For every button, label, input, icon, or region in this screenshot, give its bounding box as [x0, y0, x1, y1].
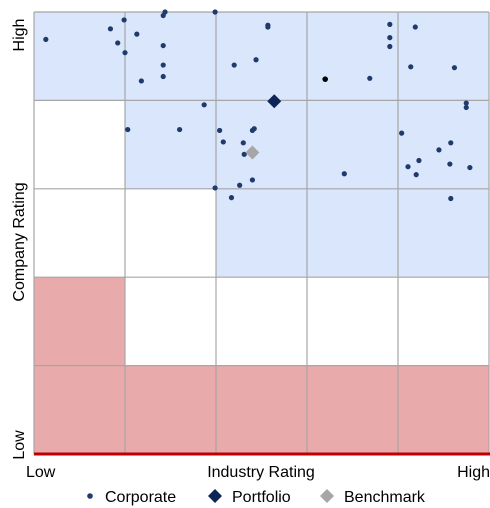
point-corporate [463, 100, 469, 106]
point-corporate [387, 35, 393, 41]
point-corporate [448, 195, 454, 202]
point-corporate [253, 57, 259, 63]
y-axis-title: Company Rating [11, 182, 28, 301]
point-portfolio [267, 94, 282, 109]
point-corporate [448, 140, 454, 146]
x-tick-high: High [457, 464, 490, 481]
point-corporate [467, 164, 473, 171]
legend-label-portfolio: Portfolio [232, 489, 291, 506]
legend-marker-portfolio [208, 489, 222, 503]
point-corporate [160, 42, 166, 49]
y-tick-high: High [11, 19, 28, 52]
point-corporate [265, 24, 271, 30]
point-corporate [212, 9, 218, 15]
point-corporate [122, 50, 128, 56]
point-corporate [220, 139, 226, 145]
point-corporate [115, 40, 121, 46]
point-corporate [367, 75, 373, 81]
point-corporate [121, 17, 127, 23]
zone-cell-favorable [216, 12, 307, 101]
rating-zones [34, 12, 489, 454]
point-corporate [416, 157, 422, 164]
zone-cell-favorable [398, 188, 489, 278]
zone-cell-favorable [125, 100, 216, 189]
point-corporate [387, 43, 393, 50]
legend-label-benchmark: Benchmark [344, 489, 426, 506]
zone-cell-favorable [307, 188, 398, 278]
point-corporate [138, 78, 144, 84]
point-corporate [436, 147, 442, 153]
zone-cell-unfavorable [307, 365, 398, 454]
point-corporate [240, 140, 246, 146]
zone-cell-favorable [307, 12, 398, 101]
point-corporate [134, 31, 140, 37]
point-corporate [251, 126, 257, 132]
point-corporate [249, 177, 255, 183]
point-corporate [160, 62, 166, 68]
zone-cell-favorable [125, 12, 216, 101]
x-axis-title: Industry Rating [207, 464, 315, 481]
legend: Corporate Portfolio Benchmark [87, 489, 426, 506]
zone-cell-favorable [34, 12, 125, 101]
point-corporate [341, 171, 347, 177]
point-corporate [241, 151, 247, 157]
zone-cell-favorable [216, 100, 307, 189]
point-corporate [447, 161, 453, 167]
legend-marker-corporate [87, 493, 93, 499]
x-tick-low: Low [26, 464, 56, 481]
point-corporate [228, 195, 235, 201]
y-tick-low: Low [11, 430, 28, 460]
point-corporate [405, 164, 411, 170]
zone-cell-favorable [398, 12, 489, 101]
point-corporate [43, 36, 49, 43]
point-corporate [162, 9, 168, 15]
point-corporate [412, 24, 418, 30]
zone-cell-unfavorable [216, 365, 307, 454]
point-benchmark [245, 145, 260, 160]
zone-cell-favorable [307, 100, 398, 189]
point-corporate [387, 21, 393, 27]
point-corporate [160, 73, 166, 80]
point-corporate [201, 102, 207, 108]
data-points [43, 9, 473, 202]
zone-cell-unfavorable [34, 277, 125, 366]
zone-cell-favorable [398, 100, 489, 189]
point-corporate [237, 182, 243, 188]
point-corporate [463, 104, 469, 111]
point-corporate [177, 126, 183, 133]
zone-cell-unfavorable [125, 365, 216, 454]
legend-label-corporate: Corporate [105, 489, 176, 506]
point-corporate [408, 64, 414, 70]
zone-cell-unfavorable [34, 365, 125, 454]
point-corporate [125, 126, 131, 133]
point-corporate [212, 185, 218, 191]
point-corporate [413, 172, 419, 178]
point-corporate [399, 130, 405, 136]
point-corporate [107, 26, 114, 32]
zone-cell-favorable [216, 188, 307, 278]
point-corporate [322, 76, 329, 82]
point-corporate [451, 65, 458, 71]
zone-cell-unfavorable [398, 365, 489, 454]
point-corporate [217, 127, 223, 134]
legend-marker-benchmark [320, 489, 334, 503]
point-corporate [231, 62, 237, 68]
